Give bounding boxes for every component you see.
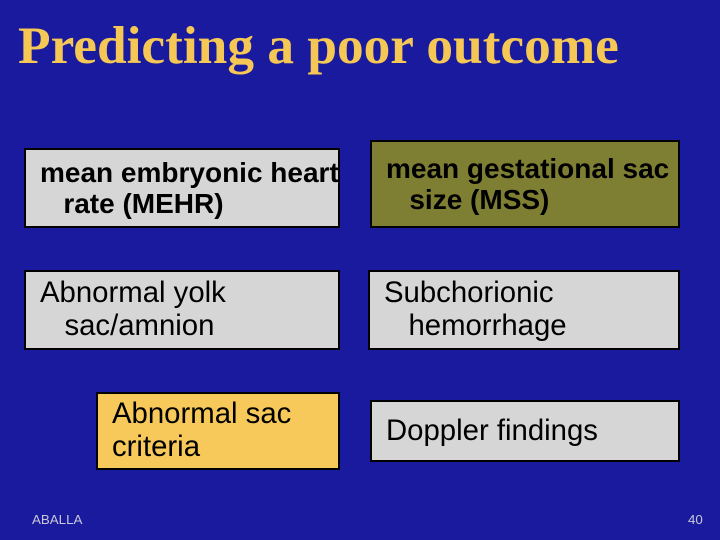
- box-yolk-text: Abnormal yolk sac/amnion: [40, 277, 226, 343]
- box-doppler-text: Doppler findings: [386, 415, 598, 448]
- box-yolk: Abnormal yolk sac/amnion: [24, 270, 340, 350]
- box-sac-criteria: Abnormal sac criteria: [96, 392, 340, 470]
- slide-title: Predicting a poor outcome: [18, 14, 619, 76]
- box-mehr-text: mean embryonic heart rate (MEHR): [40, 157, 339, 220]
- slide: Predicting a poor outcome mean embryonic…: [0, 0, 720, 540]
- footer-author: ABALLA: [32, 512, 82, 527]
- box-doppler: Doppler findings: [370, 400, 680, 462]
- box-mss: mean gestational sac size (MSS): [370, 140, 680, 228]
- box-subchorionic-text: Subchorionic hemorrhage: [384, 277, 567, 343]
- footer-page-number: 40: [688, 512, 703, 527]
- box-subchorionic: Subchorionic hemorrhage: [368, 270, 680, 350]
- box-mss-text: mean gestational sac size (MSS): [386, 153, 669, 216]
- box-sac-criteria-text: Abnormal sac criteria: [112, 398, 291, 464]
- box-mehr: mean embryonic heart rate (MEHR): [24, 148, 340, 228]
